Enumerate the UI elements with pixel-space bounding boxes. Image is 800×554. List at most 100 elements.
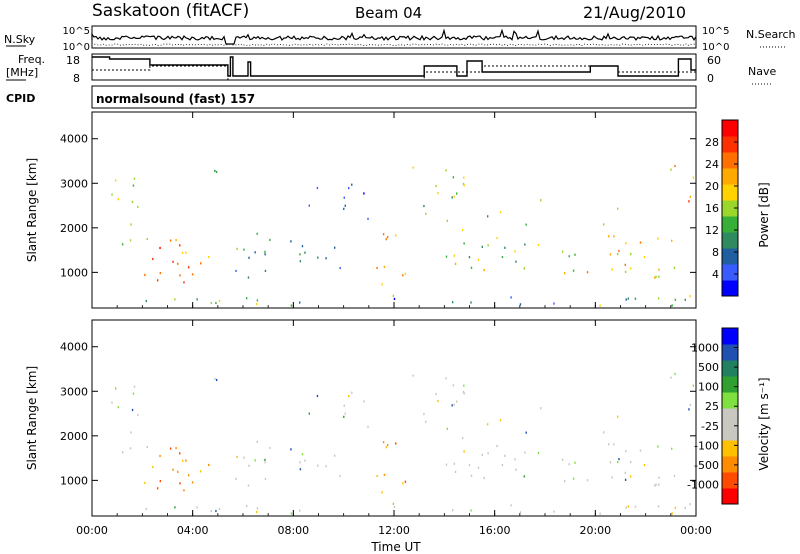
velocity-cell xyxy=(343,404,345,407)
velocity-cell xyxy=(132,392,135,395)
power-cell xyxy=(199,262,202,265)
power-cell xyxy=(470,301,472,304)
velocity-cell xyxy=(568,463,570,466)
time-xlabel: Time UT xyxy=(370,540,421,554)
power-cell xyxy=(169,239,172,242)
velocity-cell xyxy=(386,444,389,447)
velocity-cell xyxy=(477,466,480,469)
power-cell xyxy=(618,249,620,253)
power-cell xyxy=(215,301,217,305)
colorbar-segment xyxy=(722,392,738,409)
freq-label-1: Freq. xyxy=(18,53,45,66)
velocity-cell xyxy=(129,447,132,450)
y-tick-label: 3000 xyxy=(60,177,88,190)
power-cell xyxy=(468,256,471,259)
power-cell xyxy=(616,207,619,210)
power-cell xyxy=(501,255,504,259)
power-cell xyxy=(470,266,473,269)
velocity-cell xyxy=(130,431,132,434)
colorbar-segment xyxy=(722,200,738,217)
velocity-cell xyxy=(435,392,437,396)
x-tick-label: 20:00 xyxy=(579,524,611,537)
beam-title: Beam 04 xyxy=(355,4,422,22)
velocity-cell xyxy=(256,507,259,510)
power-cell xyxy=(376,266,378,270)
colorbar-tick-label: 8 xyxy=(712,246,719,259)
power-cell xyxy=(634,297,637,300)
velocity-cell xyxy=(461,436,464,440)
power-cell xyxy=(248,256,250,259)
velocity-cell xyxy=(423,412,425,416)
colorbar-segment xyxy=(722,360,738,377)
velocity-cell xyxy=(111,401,113,404)
velocity-cell xyxy=(181,459,184,462)
velocity-cell xyxy=(523,475,525,478)
velocity-cell xyxy=(146,445,148,449)
power-cell xyxy=(351,183,353,186)
power-cell xyxy=(308,204,311,207)
power-cell xyxy=(451,196,453,199)
velocity-cell xyxy=(218,507,221,511)
velocity-cell xyxy=(624,478,627,481)
velocity-cell xyxy=(308,412,311,415)
nave-trace xyxy=(92,65,696,81)
velocity-cell xyxy=(561,458,564,461)
power-cell xyxy=(674,298,677,301)
power-cell xyxy=(446,219,449,222)
power-cell xyxy=(247,276,250,279)
velocity-cell xyxy=(245,505,248,508)
velocity-cell xyxy=(392,502,395,505)
colorbar-segment xyxy=(722,376,738,393)
power-cell xyxy=(152,257,154,261)
power-cell xyxy=(643,255,646,259)
y-tick-label: 1000 xyxy=(60,474,88,487)
velocity-cell xyxy=(304,459,306,462)
velocity-cell xyxy=(114,387,117,390)
power-cell xyxy=(435,184,437,188)
power-heatmap xyxy=(111,164,695,307)
colorbar-tick-label: 500 xyxy=(698,361,719,374)
power-cell xyxy=(616,252,619,256)
nave-label: Nave xyxy=(748,65,776,78)
velocity-colorbar-label: Velocity [m s⁻¹] xyxy=(757,377,771,470)
noise-tick-high-right: 10^5 xyxy=(702,26,729,37)
velocity-cell xyxy=(616,460,619,464)
power-cell xyxy=(692,176,695,179)
power-cell xyxy=(174,298,176,301)
power-cell xyxy=(537,243,540,247)
x-tick-label: 00:00 xyxy=(680,524,712,537)
colorbar-tick-label: 4 xyxy=(712,268,719,281)
velocity-cell xyxy=(496,444,498,448)
velocity-cell xyxy=(382,441,385,444)
velocity-cell xyxy=(248,464,250,467)
power-cell xyxy=(256,232,258,235)
power-cell xyxy=(179,244,181,247)
power-cell xyxy=(689,195,692,198)
power-cell xyxy=(269,238,271,242)
velocity-cell xyxy=(344,412,347,415)
power-cell xyxy=(146,237,148,241)
y-tick-label: 2000 xyxy=(60,430,88,443)
velocity-cell xyxy=(689,503,691,506)
velocity-cell xyxy=(463,450,465,453)
velocity-cell xyxy=(455,400,458,403)
velocity-cell xyxy=(670,376,672,379)
power-cell xyxy=(133,177,136,180)
power-cell xyxy=(425,212,427,215)
power-cell xyxy=(487,244,489,247)
velocity-cell xyxy=(152,465,154,469)
velocity-cell xyxy=(363,400,365,403)
velocity-cell xyxy=(121,451,124,454)
power-cell xyxy=(299,301,301,304)
velocity-cell xyxy=(586,479,589,482)
power-cell xyxy=(654,276,656,279)
power-cell xyxy=(515,260,517,263)
power-cell xyxy=(131,200,134,204)
velocity-cell xyxy=(463,392,465,395)
colorbar-segment xyxy=(722,456,738,473)
power-cell xyxy=(423,204,425,208)
colorbar-frame xyxy=(721,327,739,505)
velocity-cell xyxy=(501,463,504,467)
velocity-heatmap xyxy=(111,372,695,515)
